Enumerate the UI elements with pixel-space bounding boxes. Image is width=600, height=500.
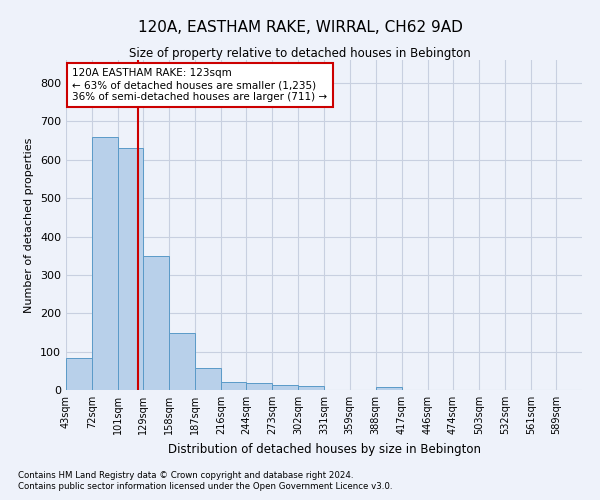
Text: Contains public sector information licensed under the Open Government Licence v3: Contains public sector information licen… — [18, 482, 392, 491]
Bar — [169, 333, 195, 390]
Text: Contains HM Land Registry data © Crown copyright and database right 2024.: Contains HM Land Registry data © Crown c… — [18, 470, 353, 480]
Bar — [143, 256, 169, 390]
Bar — [298, 386, 325, 390]
Bar — [118, 148, 143, 390]
Bar — [66, 358, 92, 390]
Y-axis label: Number of detached properties: Number of detached properties — [25, 138, 34, 312]
Bar — [92, 136, 118, 390]
Text: 120A EASTHAM RAKE: 123sqm
← 63% of detached houses are smaller (1,235)
36% of se: 120A EASTHAM RAKE: 123sqm ← 63% of detac… — [72, 68, 328, 102]
Text: Size of property relative to detached houses in Bebington: Size of property relative to detached ho… — [129, 48, 471, 60]
X-axis label: Distribution of detached houses by size in Bebington: Distribution of detached houses by size … — [167, 442, 481, 456]
Bar — [221, 382, 247, 390]
Bar — [376, 387, 401, 390]
Bar — [195, 368, 221, 390]
Text: 120A, EASTHAM RAKE, WIRRAL, CH62 9AD: 120A, EASTHAM RAKE, WIRRAL, CH62 9AD — [137, 20, 463, 35]
Bar — [272, 384, 298, 390]
Bar — [247, 383, 272, 390]
